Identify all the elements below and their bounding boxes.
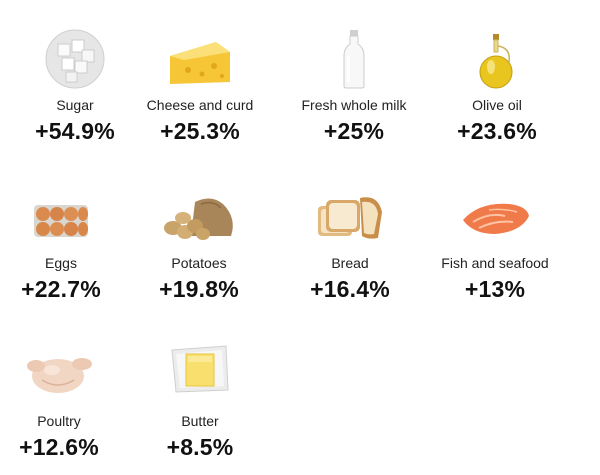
sugar-cubes-icon (44, 28, 106, 90)
bread-loaf-icon (316, 190, 384, 242)
item-label: Fresh whole milk (301, 97, 407, 113)
item-label: Potatoes (171, 255, 227, 271)
item-change: +22.7% (21, 276, 101, 302)
raw-chicken-icon (24, 350, 94, 396)
cheese-icon (166, 38, 234, 88)
item-label: Poultry (37, 413, 81, 429)
item-change: +12.6% (19, 434, 99, 460)
item-label: Butter (181, 413, 219, 429)
potatoes-sack-icon (161, 194, 237, 242)
item-change: +16.4% (310, 276, 390, 302)
item-change: +23.6% (457, 118, 537, 144)
milk-bottle-icon (341, 28, 367, 90)
item-label: Sugar (56, 97, 94, 113)
item-label: Eggs (45, 255, 77, 271)
olive-oil-bottle-icon (477, 32, 517, 90)
item-change: +8.5% (166, 434, 234, 460)
butter-block-icon (170, 344, 230, 394)
item-label: Bread (331, 255, 369, 271)
item-label: Cheese and curd (146, 97, 254, 113)
item-change: +19.8% (159, 276, 239, 302)
item-change: +25.3% (160, 118, 240, 144)
item-change: +25% (323, 118, 385, 144)
item-change: +54.9% (35, 118, 115, 144)
item-label: Olive oil (472, 97, 522, 113)
item-label: Fish and seafood (441, 255, 549, 271)
salmon-fillet-icon (459, 198, 531, 238)
eggs-carton-icon (33, 202, 89, 238)
item-change: +13% (464, 276, 526, 302)
